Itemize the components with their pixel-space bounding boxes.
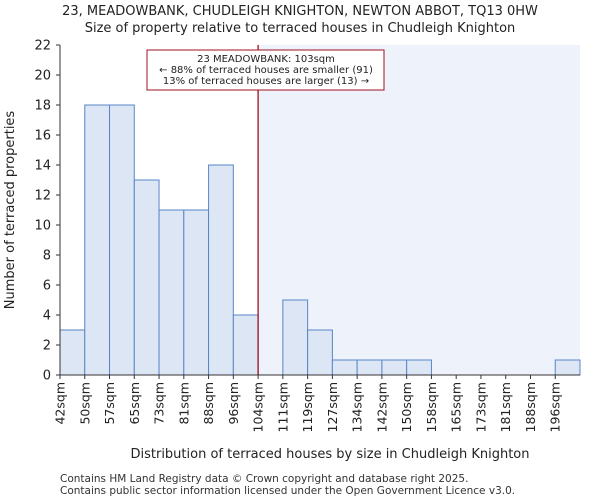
bar-127sqm bbox=[331, 359, 358, 376]
x-tick-label: 50sqm bbox=[77, 382, 92, 425]
x-tick-label: 127sqm bbox=[325, 382, 340, 432]
y-tick-label: 12 bbox=[34, 189, 51, 204]
annotation-line-3: 13% of terraced houses are larger (13) → bbox=[163, 76, 369, 87]
y-tick-label: 18 bbox=[34, 99, 51, 114]
larger-region-shading bbox=[258, 45, 580, 375]
x-ticks: 42sqm 50sqm 57sqm 65sqm 73sqm 81sqm 88sqm 96sqm… bbox=[53, 375, 563, 432]
x-tick-label: 181sqm bbox=[498, 382, 513, 432]
bar-88sqm bbox=[208, 164, 234, 376]
x-tick-label: 81sqm bbox=[176, 382, 191, 425]
x-tick-label: 104sqm bbox=[251, 382, 266, 432]
annotation-line-2: ← 88% of terraced houses are smaller (91… bbox=[159, 65, 373, 76]
annotation-line-1: 23 MEADOWBANK: 103sqm bbox=[197, 54, 335, 65]
bar-96sqm bbox=[232, 314, 259, 376]
x-tick-label: 65sqm bbox=[127, 382, 142, 425]
y-tick-label: 4 bbox=[43, 309, 51, 324]
x-tick-label: 134sqm bbox=[350, 382, 365, 432]
x-tick-label: 119sqm bbox=[300, 382, 315, 432]
y-tick-label: 6 bbox=[43, 279, 51, 294]
y-tick-label: 10 bbox=[34, 219, 51, 234]
x-tick-label: 73sqm bbox=[152, 382, 167, 425]
bar-50sqm bbox=[84, 104, 111, 376]
chart-subtitle: Size of property relative to terraced ho… bbox=[84, 21, 516, 36]
x-tick-label: 142sqm bbox=[374, 382, 389, 432]
y-axis-label: Number of terraced properties bbox=[3, 111, 18, 310]
bar-73sqm bbox=[158, 209, 185, 376]
x-tick-label: 57sqm bbox=[102, 382, 117, 425]
bar-150sqm bbox=[406, 359, 432, 376]
annotation-box: 23 MEADOWBANK: 103sqm ← 88% of terraced … bbox=[146, 49, 385, 91]
annotation-frame bbox=[146, 49, 385, 91]
y-tick-label: 16 bbox=[34, 129, 51, 144]
bar-119sqm bbox=[307, 329, 333, 376]
y-tick-label: 8 bbox=[43, 249, 51, 264]
x-tick-label: 111sqm bbox=[275, 382, 290, 432]
footer-line-1: Contains HM Land Registry data © Crown c… bbox=[60, 473, 469, 485]
bar-196sqm bbox=[554, 359, 581, 376]
bar-42sqm bbox=[59, 329, 86, 376]
y-tick-label: 22 bbox=[34, 39, 51, 54]
x-tick-label: 196sqm bbox=[548, 382, 563, 432]
y-tick-label: 2 bbox=[43, 339, 51, 354]
x-tick-label: 173sqm bbox=[473, 382, 488, 432]
chart-title-block: 23, MEADOWBANK, CHUDLEIGH KNIGHTON, NEWT… bbox=[0, 3, 600, 37]
y-tick-label: 0 bbox=[43, 369, 51, 384]
bar-57sqm bbox=[109, 104, 135, 376]
x-tick-label: 42sqm bbox=[53, 382, 68, 425]
x-tick-label: 150sqm bbox=[399, 382, 414, 432]
x-tick-label: 88sqm bbox=[201, 382, 216, 425]
axis-layer bbox=[59, 45, 580, 376]
bar-142sqm bbox=[381, 359, 408, 376]
x-axis-label: Distribution of terraced houses by size … bbox=[130, 447, 529, 462]
x-tick-label: 165sqm bbox=[449, 382, 464, 432]
chart-title: 23, MEADOWBANK, CHUDLEIGH KNIGHTON, NEWT… bbox=[62, 4, 538, 19]
bar-81sqm bbox=[183, 209, 210, 376]
bar-65sqm bbox=[133, 179, 160, 376]
y-ticks: 0 2 4 6 8 10 12 14 16 18 20 22 bbox=[34, 39, 60, 384]
x-tick-label: 96sqm bbox=[226, 382, 241, 425]
bars-layer bbox=[59, 104, 581, 376]
footer: Contains HM Land Registry data © Crown c… bbox=[60, 473, 515, 497]
footer-line-2: Contains public sector information licen… bbox=[60, 485, 516, 497]
x-tick-label: 158sqm bbox=[424, 382, 439, 432]
y-tick-label: 20 bbox=[34, 69, 51, 84]
bar-111sqm bbox=[282, 299, 309, 376]
x-tick-label: 188sqm bbox=[523, 382, 538, 432]
bar-134sqm bbox=[356, 359, 383, 376]
y-tick-label: 14 bbox=[34, 159, 51, 174]
